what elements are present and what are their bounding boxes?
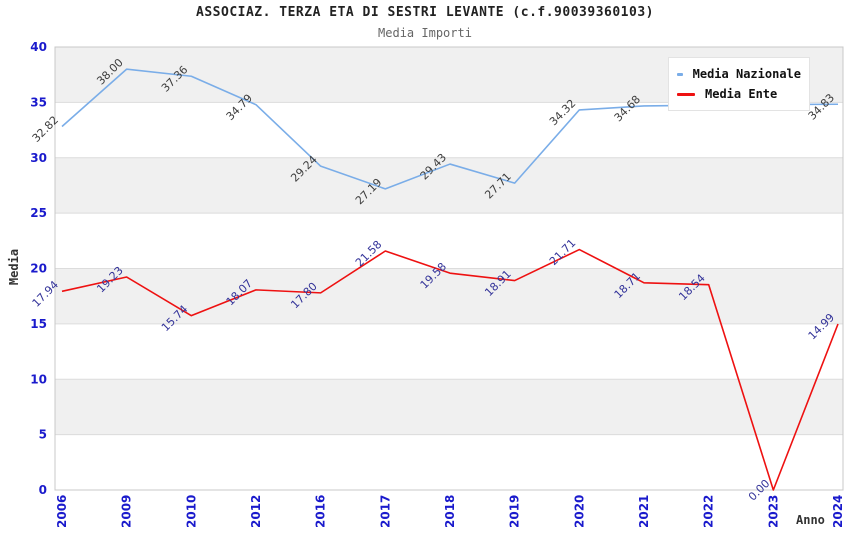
media-ente-line[interactable] bbox=[61, 248, 839, 491]
chart-subtitle: Media Importi bbox=[378, 26, 472, 40]
x-tick-label: 2022 bbox=[702, 495, 716, 528]
legend: Media Nazionale Media Ente bbox=[668, 57, 810, 111]
x-tick-label: 2024 bbox=[831, 495, 845, 528]
media-ente-swatch-icon bbox=[677, 92, 695, 96]
plot-band bbox=[55, 434, 843, 490]
x-tick-label: 2017 bbox=[378, 495, 392, 528]
y-tick-label: 15 bbox=[30, 317, 47, 331]
plot-band bbox=[55, 323, 843, 380]
x-tick-label: 2019 bbox=[508, 495, 522, 528]
y-tick-label: 5 bbox=[39, 428, 47, 442]
y-tick-label: 30 bbox=[30, 151, 47, 165]
legend-item-media-ente[interactable]: Media Ente bbox=[677, 84, 801, 104]
y-tick-label: 40 bbox=[30, 40, 47, 54]
x-tick-label: 2018 bbox=[443, 495, 457, 528]
x-tick-label: 2010 bbox=[184, 495, 198, 528]
y-tick-label: 25 bbox=[30, 206, 47, 220]
plot-border bbox=[54, 46, 844, 491]
x-tick-label: 2021 bbox=[637, 495, 651, 528]
chart-title: ASSOCIAZ. TERZA ETA DI SESTRI LEVANTE (c… bbox=[196, 5, 654, 20]
legend-item-media-nazionale[interactable]: Media Nazionale bbox=[677, 64, 801, 84]
plot-band bbox=[55, 213, 843, 269]
x-axis-title: Anno bbox=[796, 513, 825, 527]
legend-label: Media Ente bbox=[705, 87, 778, 101]
media-nazionale-swatch-icon bbox=[677, 72, 683, 76]
plot-band bbox=[55, 157, 843, 214]
x-tick-label: 2006 bbox=[55, 495, 69, 528]
y-tick-label: 10 bbox=[30, 372, 47, 386]
plot-band bbox=[55, 379, 843, 435]
y-tick-label: 0 bbox=[39, 483, 47, 497]
x-tick-label: 2020 bbox=[572, 495, 586, 528]
x-tick-label: 2023 bbox=[766, 495, 780, 528]
x-tick-label: 2016 bbox=[314, 495, 328, 528]
x-tick-label: 2009 bbox=[120, 495, 134, 528]
y-tick-label: 20 bbox=[30, 262, 47, 276]
legend-label: Media Nazionale bbox=[692, 67, 801, 81]
x-tick-label: 2012 bbox=[249, 495, 263, 528]
plot-band bbox=[55, 102, 843, 158]
y-tick-label: 35 bbox=[30, 95, 47, 109]
y-axis-title: Media bbox=[7, 248, 21, 286]
